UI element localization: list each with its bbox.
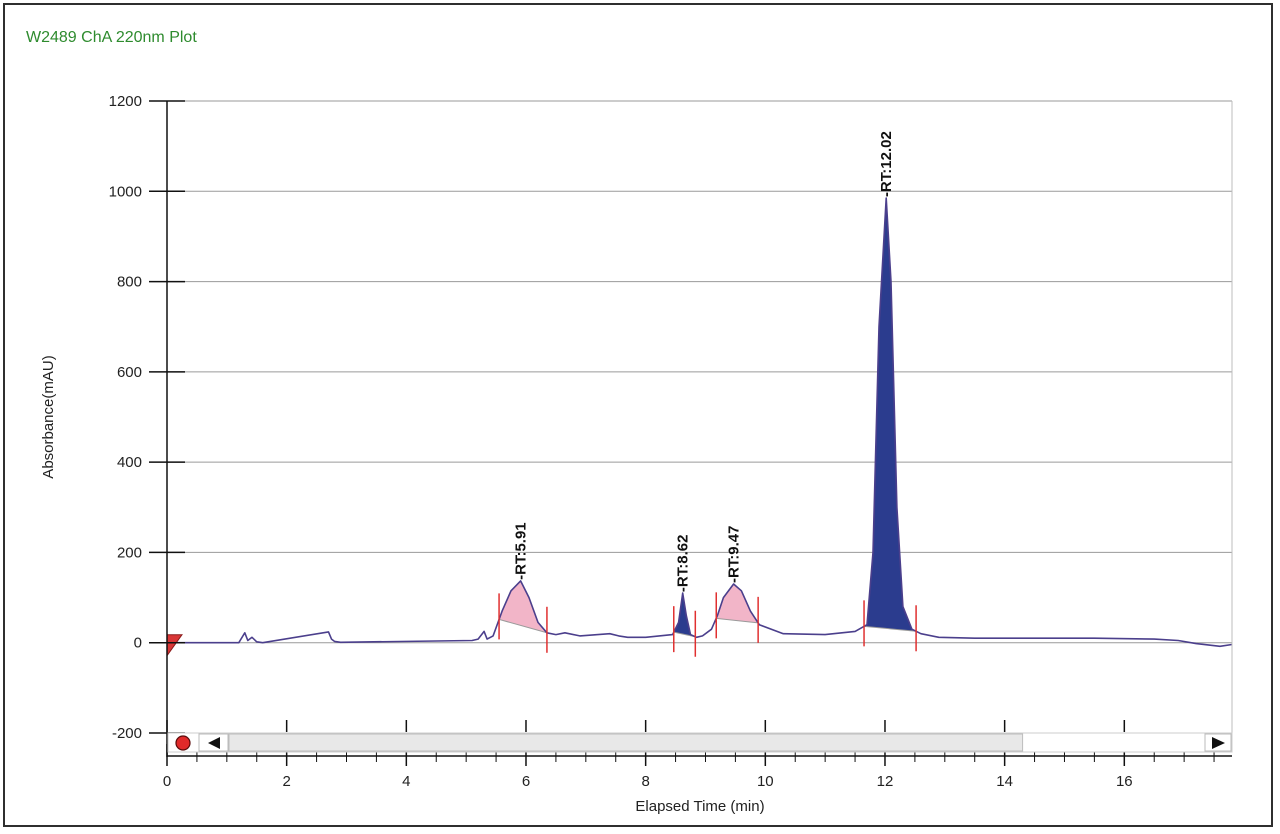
peak-label: -RT:12.02 — [878, 131, 895, 197]
x-tick-label: 4 — [402, 773, 410, 790]
x-tick-label: 2 — [282, 773, 290, 790]
x-axis-label: Elapsed Time (min) — [635, 798, 764, 815]
peak-label: -RT:8.62 — [675, 535, 692, 593]
scroll-right-arrow-icon[interactable] — [1212, 737, 1225, 749]
y-tick-label: 800 — [117, 274, 142, 291]
scrollbar-thumb[interactable] — [228, 733, 1024, 752]
x-tick-label: 12 — [877, 773, 894, 790]
peak-label: -RT:9.47 — [726, 525, 743, 583]
peak-area — [864, 198, 917, 632]
plot-title: W2489 ChA 220nm Plot — [26, 29, 197, 46]
y-tick-label: 1200 — [109, 93, 142, 110]
chart-frame: W2489 ChA 220nm Plot — [3, 3, 1273, 827]
y-tick-label: 0 — [134, 635, 142, 652]
peak-label: -RT:5.91 — [513, 522, 530, 580]
peak-area — [673, 594, 696, 637]
start-marker-icon — [166, 634, 183, 658]
peak-fills — [498, 198, 917, 638]
y-tick-label: 200 — [117, 544, 142, 561]
peak-baseline — [498, 618, 548, 634]
x-tick-label: 6 — [522, 773, 530, 790]
x-tick-label: 10 — [757, 773, 774, 790]
x-tick-label: 8 — [641, 773, 649, 790]
grid-lines — [167, 100, 1232, 644]
y-tick-label: 400 — [117, 454, 142, 471]
peak-area — [716, 584, 759, 623]
peak-baseline — [863, 625, 917, 632]
scroll-left-arrow-icon[interactable] — [208, 737, 220, 749]
x-tick-label: 16 — [1116, 773, 1133, 790]
x-tick-label: 0 — [163, 773, 171, 790]
y-tick-label: -200 — [112, 725, 142, 742]
scrollbar[interactable] — [167, 732, 1233, 753]
peak-markers — [166, 592, 917, 658]
y-tick-label: 600 — [117, 364, 142, 381]
trace-layer — [167, 197, 1233, 648]
y-axis-label: Absorbance(mAU) — [40, 355, 57, 478]
peak-baseline — [716, 617, 759, 624]
y-tick-label: 1000 — [109, 183, 142, 200]
x-tick-label: 14 — [996, 773, 1013, 790]
record-circle-icon[interactable] — [175, 735, 191, 751]
labels: -200 0 200 400 600 800 1000 1200 0 2 4 6 8 10 12 14 16 El… — [40, 93, 1133, 815]
peak-area — [499, 580, 547, 633]
axes — [149, 100, 1233, 766]
chromatogram-trace — [167, 197, 1233, 648]
